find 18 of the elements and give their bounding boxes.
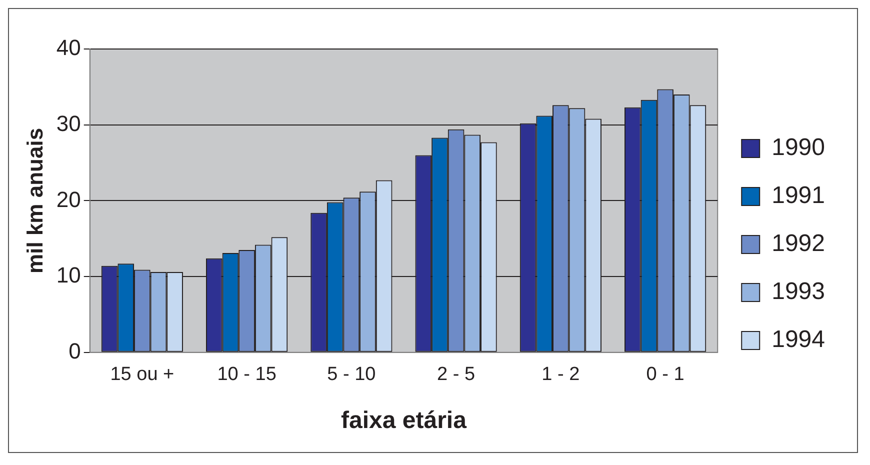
x-tick-label: 15 ou + bbox=[110, 364, 174, 386]
x-tick-label: 0 - 1 bbox=[646, 364, 684, 386]
y-tick-label: 20 bbox=[56, 186, 81, 212]
x-tick-label: 1 - 2 bbox=[542, 364, 580, 386]
legend-label: 1991 bbox=[772, 182, 825, 210]
y-tick-label: 0 bbox=[68, 338, 81, 364]
x-tick-label: 5 - 10 bbox=[327, 364, 376, 386]
y-tick-label: 40 bbox=[56, 35, 81, 60]
legend-label: 1990 bbox=[772, 134, 825, 162]
y-tick-label: 30 bbox=[56, 110, 81, 136]
y-tick-label: 10 bbox=[56, 262, 81, 288]
legend-label: 1994 bbox=[772, 326, 825, 354]
x-tick-label: 10 - 15 bbox=[217, 364, 276, 386]
x-axis-title: faixa etária bbox=[341, 407, 468, 434]
x-tick-label: 2 - 5 bbox=[437, 364, 476, 386]
y-axis-title: mil km anuais bbox=[22, 128, 48, 274]
legend-label: 1993 bbox=[772, 278, 825, 306]
legend-label: 1992 bbox=[772, 230, 825, 258]
